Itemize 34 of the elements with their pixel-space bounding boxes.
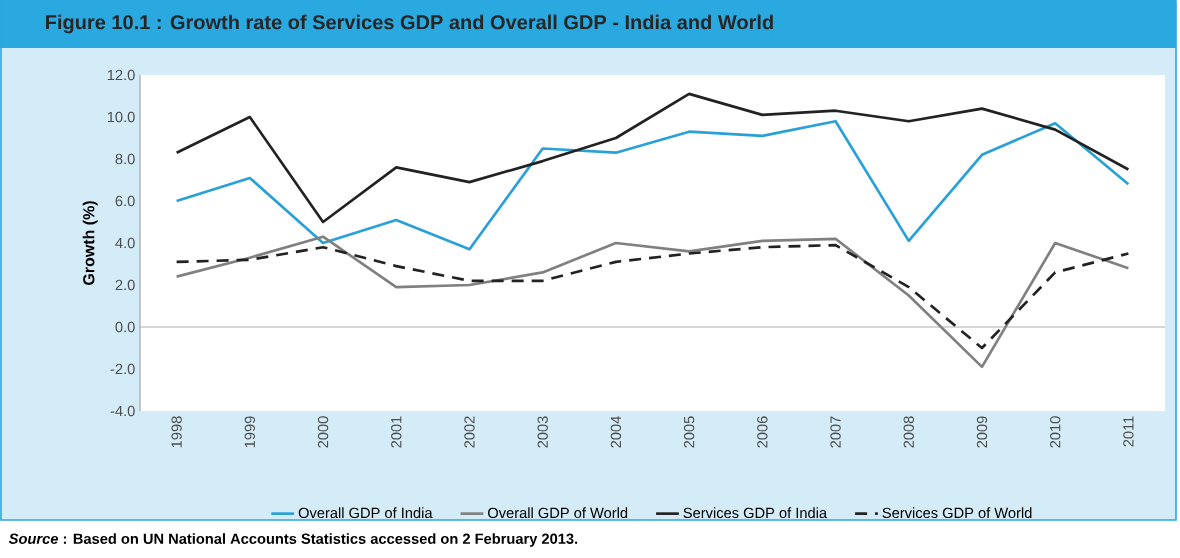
y-tick-label: 4.0 [115,237,135,249]
y-axis-title: Growth (%) [82,201,98,286]
y-tick-label: -4.0 [110,405,135,417]
text: Source : Based on UN National Accounts Statistics accessed on 2 February 2013. [8,533,578,547]
x-tick-label: 2001 [391,416,402,448]
x-tick-label: 2000 [317,416,329,448]
y-tick-label: 2.0 [115,279,135,291]
line-series [175,243,1130,350]
line-series [175,235,1130,369]
line-series [175,92,1130,224]
x-tick-label: 2004 [610,416,622,448]
legend-label: Services GDP of World [882,507,1032,519]
x-tick-label: 2005 [683,416,695,448]
x-tick-label: 1999 [244,416,256,448]
y-tick-label: 12.0 [107,69,135,81]
y-tick-label: 10.0 [107,111,135,123]
legend-label: Services GDP of India [683,507,828,519]
x-tick-label: 2003 [537,416,548,448]
x-tick-label: 2008 [903,416,914,448]
legend-label: Overall GDP of India [298,507,433,519]
line-series [175,119,1130,251]
x-tick-label: 2002 [464,416,475,448]
x-tick-label: 2010 [1050,416,1061,448]
chart-title: Figure 10.1 : Growth rate of Services GDP and Overall GDP - India and World [46,14,773,34]
x-tick-label: 1998 [171,416,182,448]
y-tick-label: 0.0 [115,321,135,333]
x-tick-label: 2009 [976,416,988,448]
y-tick-label: 6.0 [115,195,135,207]
x-tick-label: 2007 [830,416,841,448]
x-tick-label: 2011 [1123,416,1134,447]
y-tick-label: 8.0 [115,153,135,165]
y-tick-label: -2.0 [110,363,135,375]
legend-label: Overall GDP of World [488,507,628,519]
x-tick-label: 2006 [757,416,768,448]
